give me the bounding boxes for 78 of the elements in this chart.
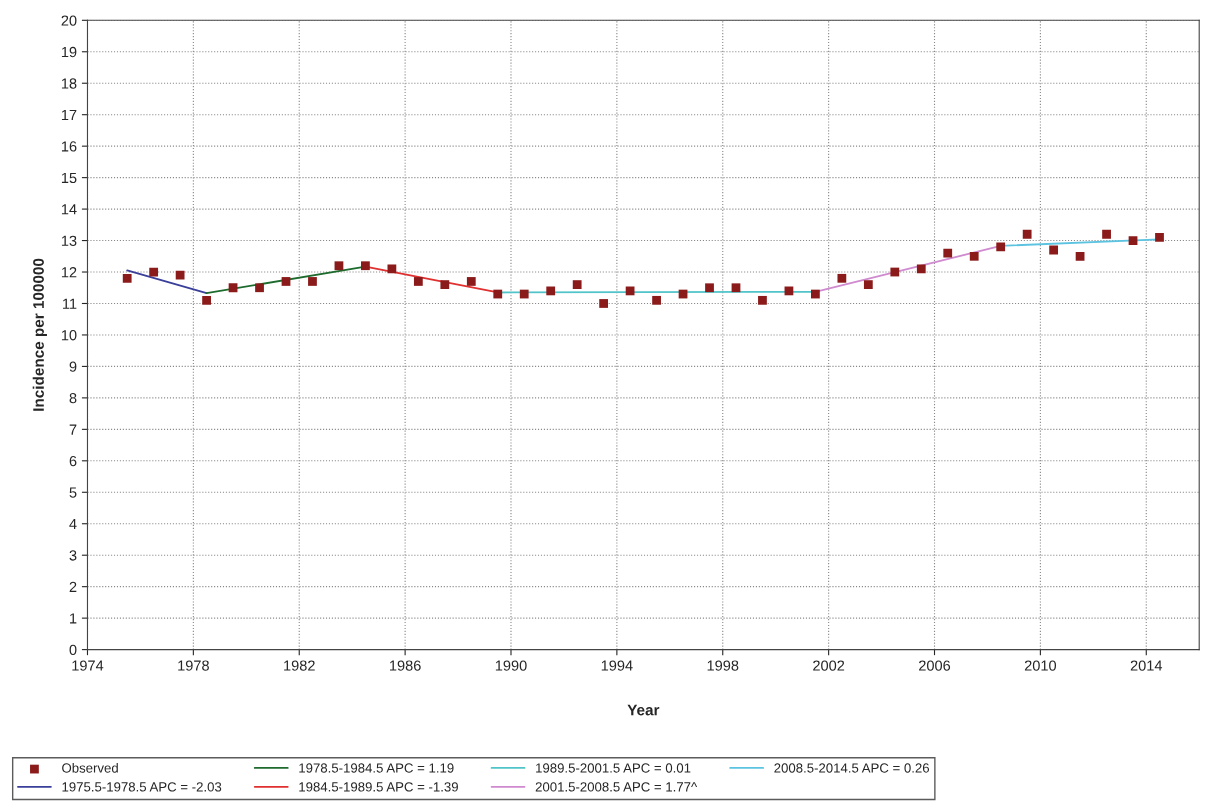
y-tick-label: 12	[61, 267, 77, 278]
legend-label: 1975.5-1978.5 APC = -2.03	[62, 782, 222, 792]
point	[361, 261, 370, 271]
legend-label: 1978.5-1984.5 APC = 1.19	[299, 763, 454, 773]
point	[255, 283, 264, 293]
point	[837, 273, 847, 283]
y-tick-label: 1	[70, 613, 77, 624]
point	[466, 277, 476, 286]
point	[731, 283, 741, 293]
x-tick-label: 1986	[390, 660, 421, 671]
point	[202, 295, 211, 305]
point	[1075, 251, 1085, 261]
point	[519, 289, 529, 299]
y-tick-label: 10	[61, 330, 77, 341]
x-tick-label: 1994	[601, 660, 633, 671]
point	[652, 295, 661, 305]
point	[546, 286, 556, 296]
point	[758, 295, 767, 305]
x-tick-label: 1990	[495, 660, 527, 671]
point	[572, 280, 582, 289]
x-tick-label: 2006	[919, 660, 951, 671]
y-tick-label: 19	[61, 46, 77, 58]
point	[599, 299, 609, 308]
point	[149, 267, 159, 277]
y-tick-label: 18	[61, 78, 77, 89]
point	[440, 280, 450, 289]
point	[387, 264, 397, 274]
y-tick-label: 17	[61, 109, 77, 120]
x-tick-label: 2002	[813, 660, 845, 671]
x-tick-label: 1998	[707, 660, 739, 671]
point	[122, 273, 132, 283]
y-tick-label: 7	[69, 424, 77, 435]
legend-label: Observed	[62, 762, 118, 773]
point	[996, 242, 1006, 252]
y-tick-label: 9	[69, 361, 77, 372]
y-tick-label: 3	[69, 550, 77, 561]
y-tick-label: 0	[69, 644, 77, 656]
x-tick-label: 1978	[178, 660, 209, 671]
y-tick-label: 2	[69, 581, 77, 592]
x-tick-label: 1982	[284, 660, 315, 671]
x-tick-label: 1974	[72, 660, 104, 671]
y-tick-label: 5	[69, 487, 77, 498]
point	[705, 283, 714, 293]
point	[175, 270, 185, 280]
point	[1102, 229, 1111, 239]
point	[969, 251, 979, 261]
point	[413, 277, 423, 286]
point	[228, 283, 238, 293]
legend-label: 2001.5-2008.5 APC = 1.77^	[535, 782, 698, 792]
y-tick-label: 6	[69, 455, 77, 467]
point	[1128, 236, 1138, 245]
y-tick-label: 13	[61, 235, 77, 246]
y-tick-label: 11	[63, 298, 77, 309]
point	[890, 267, 900, 277]
point	[1155, 233, 1164, 242]
x-axis-title: Year	[627, 704, 660, 716]
point	[943, 248, 953, 258]
y-axis-title: Incidence per 100000	[32, 258, 47, 411]
y-tick-label: 15	[61, 172, 77, 184]
point	[1022, 229, 1032, 239]
y-tick-label: 20	[61, 15, 77, 26]
point	[281, 277, 291, 286]
point	[493, 289, 503, 299]
point	[863, 280, 873, 289]
point	[308, 277, 317, 286]
point	[811, 289, 820, 299]
legend-label: 1984.5-1989.5 APC = -1.39	[299, 782, 458, 792]
point	[916, 264, 926, 274]
x-tick-label: 2010	[1024, 660, 1057, 671]
y-tick-label: 4	[69, 518, 77, 530]
y-tick-label: 14	[61, 204, 77, 215]
legend-label: 1989.5-2001.5 APC = 0.01	[536, 763, 691, 773]
point	[334, 261, 344, 271]
legend-label: 2008.5-2014.5 APC = 0.26	[774, 763, 930, 773]
x-tick-label: 2014	[1130, 660, 1163, 671]
y-tick-label: 8	[69, 392, 77, 404]
y-tick-label: 16	[61, 141, 77, 152]
point	[1049, 245, 1059, 255]
